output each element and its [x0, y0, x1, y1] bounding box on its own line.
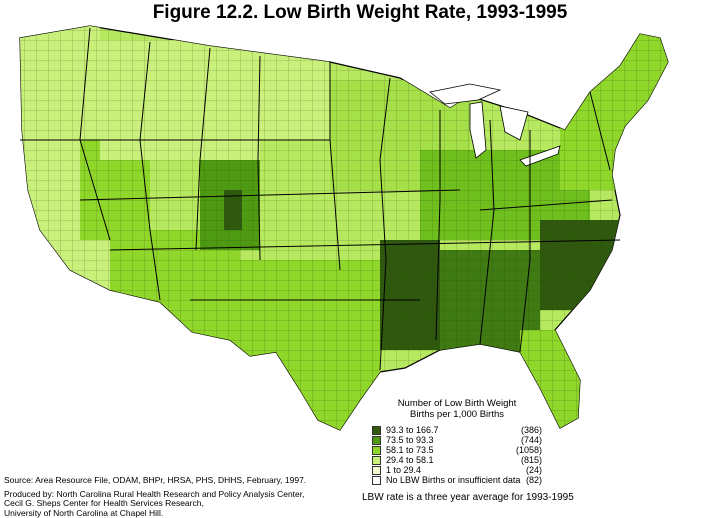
legend-item: No LBW Births or insufficient data(82): [372, 475, 542, 485]
legend-range: 29.4 to 58.1: [386, 455, 506, 465]
source-line: Source: Area Resource File, ODAM, BHPr, …: [4, 476, 306, 486]
legend-count: (82): [520, 475, 542, 485]
legend-rows: 93.3 to 166.7(386)73.5 to 93.3(744)58.1 …: [372, 425, 542, 485]
legend-range: 93.3 to 166.7: [386, 425, 506, 435]
legend-item: 1 to 29.4(24): [372, 465, 542, 475]
legend-swatch: [372, 466, 381, 475]
legend-item: 58.1 to 73.5(1058): [372, 445, 542, 455]
lake-superior: [430, 84, 500, 104]
legend-item: 93.3 to 166.7(386): [372, 425, 542, 435]
legend-count: (386): [506, 425, 542, 435]
legend-count: (24): [506, 465, 542, 475]
legend-range: 1 to 29.4: [386, 465, 506, 475]
average-note: LBW rate is a three year average for 199…: [362, 492, 574, 503]
legend-swatch: [372, 446, 381, 455]
legend-swatch: [372, 456, 381, 465]
map-legend: Number of Low Birth Weight Births per 1,…: [372, 398, 542, 485]
legend-range: No LBW Births or insufficient data: [386, 475, 520, 485]
legend-range: 73.5 to 93.3: [386, 435, 506, 445]
legend-swatch: [372, 436, 381, 445]
legend-count: (1058): [506, 445, 542, 455]
source-credits: Source: Area Resource File, ODAM, BHPr, …: [4, 476, 306, 518]
legend-swatch: [372, 476, 381, 485]
legend-item: 29.4 to 58.1(815): [372, 455, 542, 465]
legend-count: (815): [506, 455, 542, 465]
legend-item: 73.5 to 93.3(744): [372, 435, 542, 445]
legend-range: 58.1 to 73.5: [386, 445, 506, 455]
legend-swatch: [372, 426, 381, 435]
university-line: University of North Carolina at Chapel H…: [4, 509, 306, 518]
legend-title-line2: Births per 1,000 Births: [372, 409, 542, 420]
legend-count: (744): [506, 435, 542, 445]
legend-title-line1: Number of Low Birth Weight: [372, 398, 542, 409]
